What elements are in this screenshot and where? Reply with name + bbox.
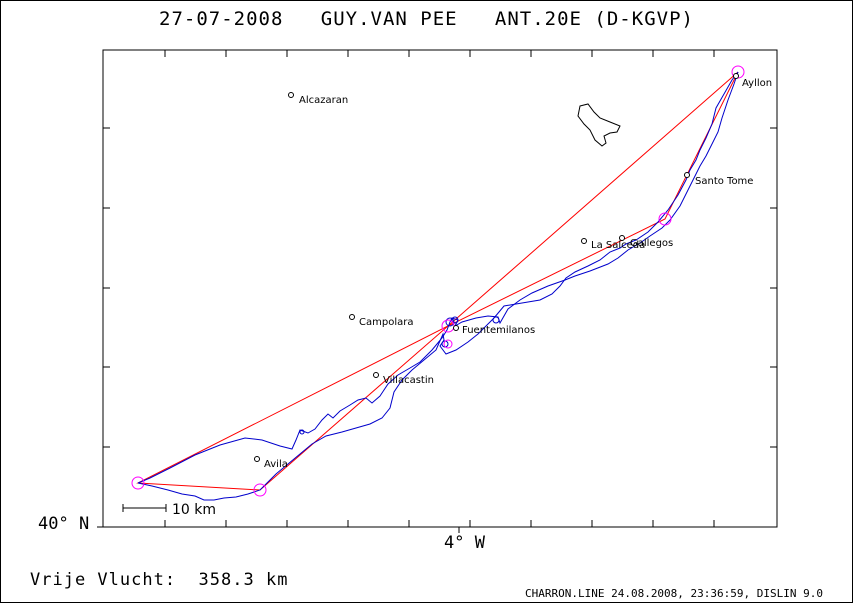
- distance-label: Vrije Vlucht:: [30, 570, 177, 590]
- place-fuentemilanos: Fuentemilanos: [453, 325, 535, 336]
- place-label: Gallegos: [630, 238, 673, 249]
- place-label: Campolara: [359, 317, 413, 328]
- place-villacastin: Villacastin: [373, 372, 434, 386]
- scale-bar-label: 10 km: [172, 502, 216, 518]
- place-alcazaran: Alcazaran: [288, 92, 348, 106]
- task-line: [136, 71, 739, 491]
- place-labels: Alcazaran Ayllon Santo Tome La Salceda G…: [254, 73, 772, 470]
- place-la-salceda: La Salceda: [581, 238, 645, 251]
- place-santo-tome: Santo Tome: [684, 172, 753, 187]
- turnpoint-marker: [658, 212, 672, 226]
- map-title: 27-07-2008 GUY.VAN PEE ANT.20E (D-KGVP): [0, 8, 853, 30]
- place-label: Avila: [264, 459, 288, 470]
- place-ayllon: Ayllon: [733, 73, 772, 89]
- place-gallegos: Gallegos: [619, 235, 673, 249]
- flight-date: 27-07-2008: [159, 8, 284, 30]
- turnpoint-marker: [131, 476, 145, 490]
- longitude-label: 4° W: [444, 533, 485, 553]
- pilot-name: GUY.VAN PEE: [320, 8, 458, 30]
- place-label: Fuentemilanos: [462, 325, 535, 336]
- distance-value: 358.3 km: [198, 570, 289, 590]
- lake-outline: [577, 103, 621, 147]
- place-label: La Salceda: [591, 240, 645, 251]
- plot-frame: [102, 49, 778, 528]
- place-avila: Avila: [254, 456, 288, 470]
- place-label: Ayllon: [742, 78, 772, 89]
- place-label: Santo Tome: [695, 176, 753, 187]
- place-label: Villacastin: [383, 375, 434, 386]
- turnpoint-marker: [253, 483, 267, 497]
- turnpoint-marker: [443, 339, 453, 349]
- distance-readout: Vrije Vlucht: 358.3 km: [30, 570, 288, 590]
- place-label: Alcazaran: [299, 95, 348, 106]
- place-campolara: Campolara: [349, 314, 413, 328]
- scale-bar: 10 km: [122, 502, 216, 518]
- credits-line: CHARRON.LINE 24.08.2008, 23:36:59, DISLI…: [524, 587, 823, 600]
- aircraft-name: ANT.20E (D-KGVP): [494, 8, 694, 30]
- track-return: [137, 71, 739, 501]
- turnpoints: [131, 65, 745, 497]
- axis-ticks: [97, 50, 777, 533]
- track-outbound: [137, 71, 739, 484]
- latitude-label: 40° N: [38, 514, 90, 534]
